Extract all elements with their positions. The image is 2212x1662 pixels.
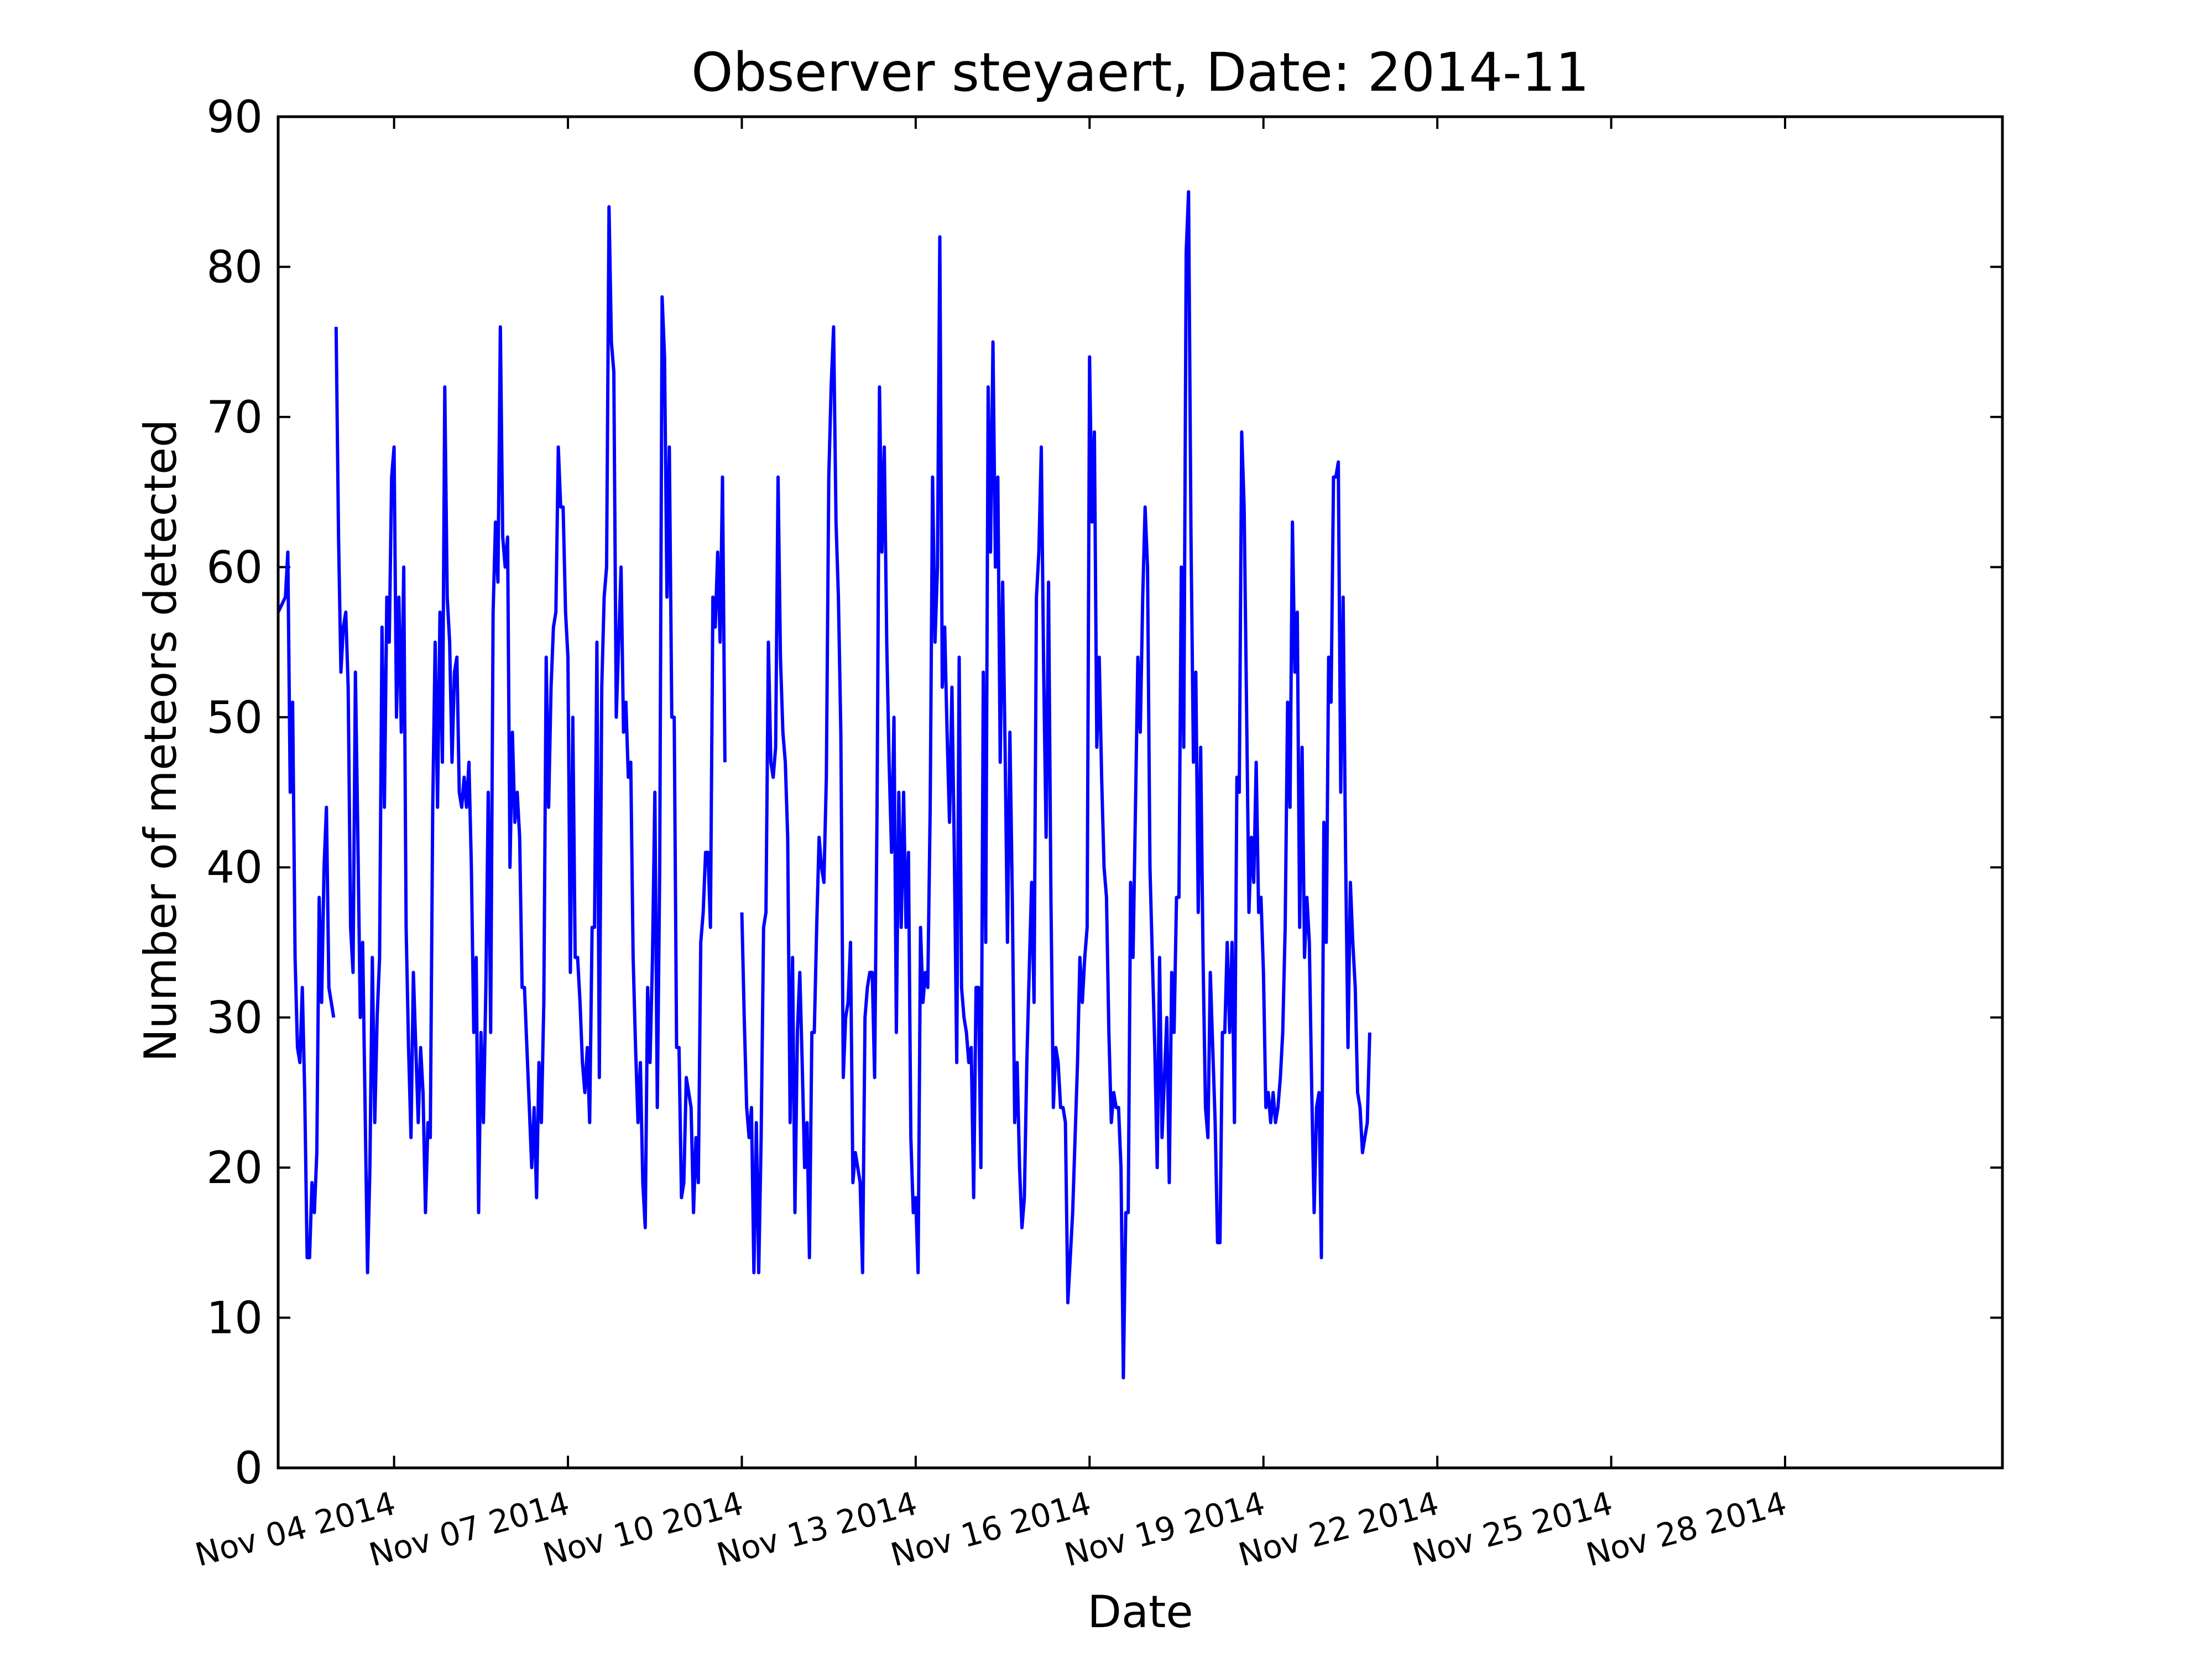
y-tick-label: 0 [234, 1442, 263, 1494]
y-tick-label: 30 [206, 992, 263, 1044]
y-tick-label: 40 [206, 842, 263, 893]
y-tick-label: 90 [206, 91, 263, 143]
y-tick-label: 70 [206, 392, 263, 443]
x-axis-label: Date [1087, 1586, 1193, 1638]
y-tick-label: 60 [206, 541, 263, 593]
y-tick-label: 80 [206, 241, 263, 293]
y-axis-label: Number of meteors detected [135, 419, 186, 1062]
series [276, 190, 1371, 1380]
y-tick-label: 50 [206, 692, 263, 743]
series-line-segment [740, 190, 1371, 1380]
plot-frame [276, 115, 2004, 1470]
y-tick-label: 10 [206, 1293, 263, 1344]
series-line-segment [276, 550, 336, 1259]
chart-title: Observer steyaert, Date: 2014-11 [691, 41, 1589, 103]
y-tick-label: 20 [206, 1142, 263, 1194]
series-line-segment [334, 205, 727, 1275]
